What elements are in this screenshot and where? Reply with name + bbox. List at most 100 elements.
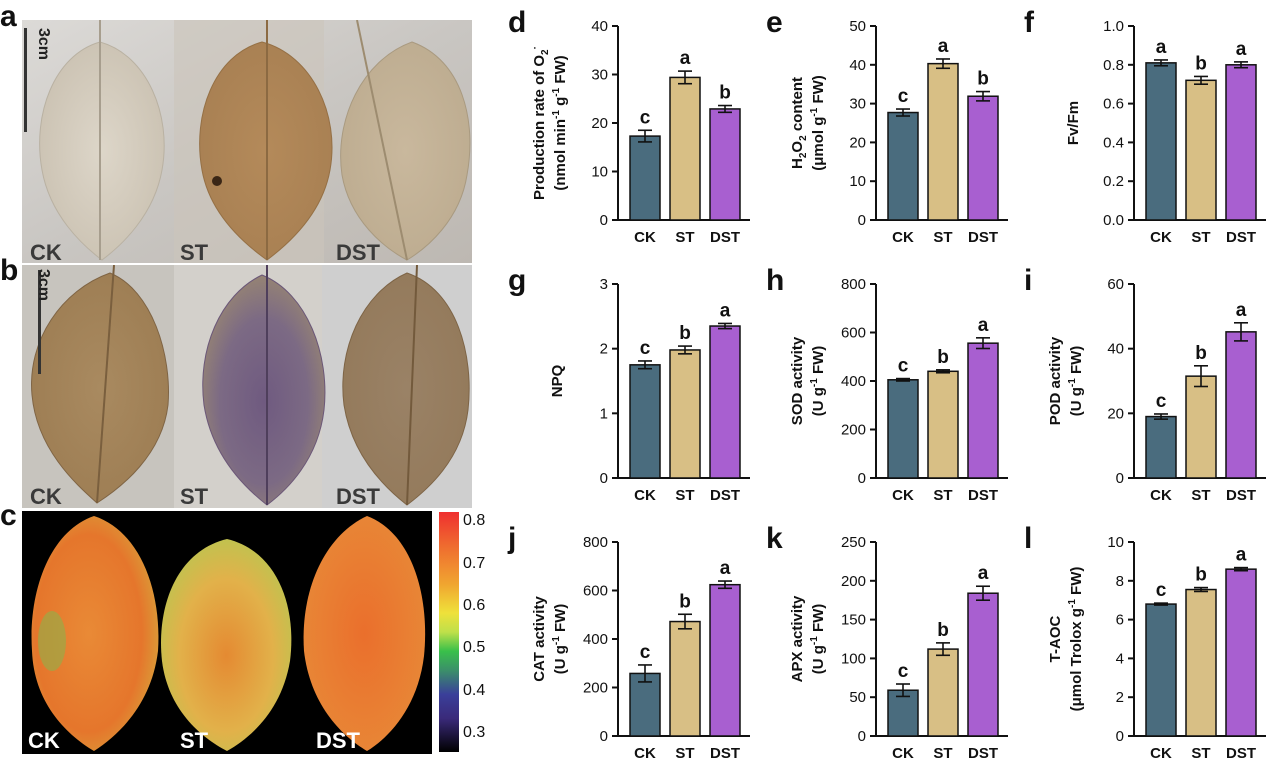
x-tick-label-d-dst: DST — [710, 229, 740, 246]
sig-letter-h-ck: c — [898, 356, 909, 377]
y-tick-label-l-3: 6 — [1116, 612, 1124, 629]
sig-letter-e-ck: c — [898, 86, 909, 107]
y-tick-label-f-2: 0.4 — [1103, 134, 1124, 151]
bar-g-ck — [629, 364, 661, 479]
sig-letter-l-st: b — [1195, 565, 1207, 586]
panel-letter-e: e — [766, 6, 783, 39]
bar-h-dst — [967, 342, 999, 479]
label-dst-b: DST — [336, 484, 380, 508]
y-tick-label-f-3: 0.6 — [1103, 96, 1124, 113]
y-tick-label-i-2: 40 — [1107, 341, 1124, 358]
panel-letter-l: l — [1024, 522, 1032, 555]
y-tick-label-k-0: 0 — [858, 728, 866, 745]
sig-letter-f-dst: a — [1236, 39, 1247, 60]
colorbar — [439, 512, 459, 752]
x-tick-label-l-ck: CK — [1150, 745, 1172, 762]
svg-text:NPQ: NPQ — [549, 364, 566, 397]
x-tick-label-g-dst: DST — [710, 487, 740, 504]
x-tick-label-i-st: ST — [1191, 487, 1210, 504]
bar-g-dst — [709, 325, 741, 479]
sig-letter-j-st: b — [679, 591, 691, 612]
colorbar-tick-2: 0.6 — [463, 597, 486, 614]
y-tick-label-g-1: 1 — [600, 405, 608, 422]
leaf-photo-b — [22, 265, 472, 508]
x-tick-label-d-ck: CK — [634, 229, 656, 246]
sig-letter-i-st: b — [1195, 343, 1207, 364]
y-axis-label-l: T-AOC (μmol Trolox g-1 FW) — [1047, 567, 1085, 712]
bar-e-st — [927, 62, 959, 221]
sig-letter-f-st: b — [1195, 53, 1207, 74]
y-tick-label-j-3: 600 — [583, 583, 608, 600]
sig-letter-e-dst: b — [977, 69, 989, 90]
x-tick-label-l-dst: DST — [1226, 745, 1256, 762]
chart-i: i 0 20 40 60 POD activity (U g-1 FW) c CK b ST a DST — [1024, 264, 1266, 504]
chart-l: l 0 2 4 6 8 10 T-AOC (μmol Trolox g-1 FW) c CK b ST a… — [1024, 522, 1266, 762]
y-tick-label-l-2: 4 — [1116, 650, 1124, 667]
y-tick-label-f-1: 0.2 — [1103, 173, 1124, 190]
svg-text:T-AOC: T-AOC — [1047, 616, 1064, 663]
bar-i-dst — [1225, 331, 1257, 479]
leaf-ck-c — [31, 516, 159, 751]
y-tick-label-i-0: 0 — [1116, 470, 1124, 487]
y-axis-label-e: H2O2 content(μmol g-1 FW) — [789, 75, 827, 171]
sig-letter-k-st: b — [937, 620, 949, 641]
sig-letter-g-st: b — [679, 323, 691, 344]
y-axis-label-k: APX activity (U g-1 FW) — [789, 595, 827, 682]
y-axis-label-f: Fv/Fm — [1065, 101, 1082, 145]
svg-text:CAT activity: CAT activity — [531, 596, 548, 682]
x-tick-label-h-ck: CK — [892, 487, 914, 504]
x-tick-label-e-ck: CK — [892, 229, 914, 246]
panel-letter-k: k — [766, 522, 783, 555]
label-dst-c: DST — [316, 728, 360, 753]
y-tick-label-l-0: 0 — [1116, 728, 1124, 745]
x-tick-label-g-ck: CK — [634, 487, 656, 504]
label-ck-c: CK — [28, 728, 60, 753]
y-tick-label-d-2: 20 — [591, 115, 608, 132]
sig-letter-i-ck: c — [1156, 391, 1167, 412]
panel-letter-j: j — [507, 522, 516, 555]
bar-i-ck — [1145, 415, 1177, 479]
y-tick-label-l-1: 2 — [1116, 689, 1124, 706]
label-ck-a: CK — [30, 240, 62, 264]
chart-h: h 0 200 400 600 800 SOD activity (U g-1 FW) c CK b… — [766, 264, 1008, 504]
y-tick-label-h-4: 800 — [841, 276, 866, 293]
x-tick-label-f-ck: CK — [1150, 229, 1172, 246]
panel-letter-a: a — [0, 0, 17, 33]
chart-e: e 0 10 20 30 40 50 H2O2 content(μmol g-1 FW) c CK… — [766, 6, 1008, 246]
bar-d-ck — [629, 135, 661, 221]
y-axis-label-g: NPQ — [549, 364, 566, 397]
y-tick-label-k-2: 100 — [841, 650, 866, 667]
svg-text:Fv/Fm: Fv/Fm — [1065, 101, 1082, 145]
x-tick-label-e-st: ST — [933, 229, 952, 246]
svg-text:H2O2 content: H2O2 content — [789, 77, 809, 169]
y-axis-label-j: CAT activity (U g-1 FW) — [531, 596, 569, 682]
x-tick-label-d-st: ST — [675, 229, 694, 246]
chart-d: d 0 10 20 30 40 Production rate of O2·(nmol mi… — [508, 6, 750, 246]
sig-letter-d-st: a — [680, 48, 691, 69]
svg-text:POD activity: POD activity — [1047, 336, 1064, 425]
x-tick-label-f-dst: DST — [1226, 229, 1256, 246]
panel-letter-b: b — [0, 254, 19, 287]
bar-i-st — [1185, 375, 1217, 479]
label-ck-b: CK — [30, 484, 62, 508]
sig-letter-k-ck: c — [898, 661, 909, 682]
svg-text:Production rate of O2·: Production rate of O2· — [530, 46, 551, 200]
photo-panel-a: 3cm CK ST DST — [22, 20, 472, 263]
bar-h-st — [927, 370, 959, 479]
sig-letter-j-dst: a — [720, 558, 731, 579]
y-axis-label-h: SOD activity (U g-1 FW) — [789, 336, 827, 425]
chart-j: j 0 200 400 600 800 CAT activity (U g-1 FW) c CK b… — [507, 522, 750, 762]
x-tick-label-g-st: ST — [675, 487, 694, 504]
x-tick-label-k-st: ST — [933, 745, 952, 762]
y-tick-label-h-3: 600 — [841, 325, 866, 342]
colorbar-tick-1: 0.7 — [463, 555, 486, 572]
y-tick-label-g-2: 2 — [600, 341, 608, 358]
y-tick-label-k-5: 250 — [841, 534, 866, 551]
y-tick-label-f-0: 0.0 — [1103, 212, 1124, 229]
sig-letter-g-ck: c — [640, 338, 651, 359]
colorbar-tick-3: 0.5 — [463, 639, 486, 656]
x-tick-label-i-dst: DST — [1226, 487, 1256, 504]
panel-letter-g: g — [508, 264, 526, 297]
sig-letter-l-ck: c — [1156, 580, 1167, 601]
leaf-st-c — [161, 539, 292, 751]
